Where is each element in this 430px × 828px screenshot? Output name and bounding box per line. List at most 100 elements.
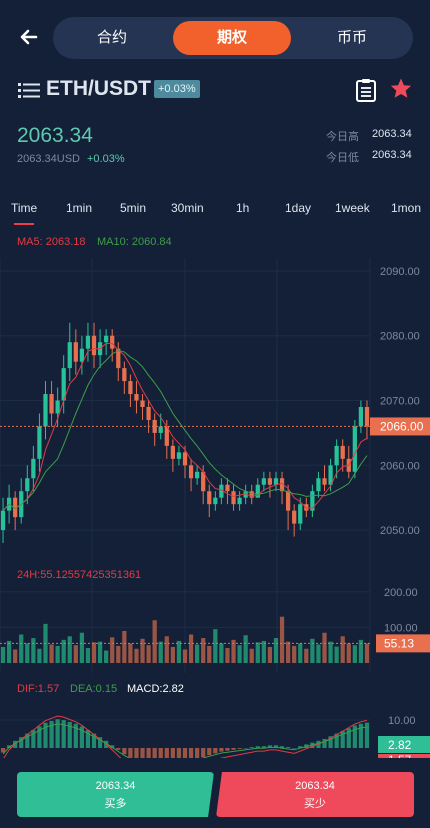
macd-bar — [152, 748, 157, 758]
candle-body — [104, 335, 109, 343]
list-menu-icon[interactable] — [18, 80, 40, 100]
candle-body — [67, 342, 72, 369]
current-price-label: 2066.00 — [380, 419, 424, 433]
ma10-line — [2, 350, 368, 512]
candle-body — [13, 497, 18, 518]
macd-bar — [140, 748, 145, 758]
candle-body — [316, 478, 321, 492]
candle-body — [188, 465, 194, 479]
candle-body — [0, 510, 6, 531]
macd-label: MACD:2.82 — [127, 683, 184, 695]
high-label: 今日高 — [326, 131, 359, 143]
document-icon[interactable] — [355, 78, 377, 102]
volume-bar — [231, 639, 236, 663]
price-tick-label: 2080.00 — [380, 331, 420, 343]
macd-bar — [279, 746, 285, 748]
candle-body — [146, 407, 151, 420]
macd-bar — [91, 733, 97, 748]
volume-bar — [298, 643, 303, 663]
candle-body — [55, 400, 60, 414]
price-chart[interactable]: 2090.00 2080.00 2070.00 2060.00 2050.00 2066.… — [0, 258, 430, 758]
macd-bar — [237, 748, 242, 749]
candle-body — [213, 497, 218, 505]
buy-long-button[interactable]: 2063.34 买多 — [17, 772, 214, 817]
volume-bar — [55, 645, 60, 663]
volume-bar — [195, 644, 200, 663]
volume-bar — [255, 642, 260, 663]
macd-bar — [346, 728, 351, 748]
volume-bar — [176, 640, 182, 663]
timeframe-30min[interactable]: 30min — [171, 201, 204, 215]
volume-bar — [116, 645, 121, 663]
macd-bar — [328, 736, 333, 748]
candle-body — [128, 381, 133, 395]
tab-options[interactable]: 期权 — [173, 21, 291, 55]
volume-bar — [97, 641, 103, 663]
ma5-label: MA5: 2063.18 — [17, 236, 86, 248]
candle-body — [201, 471, 206, 492]
candle-body — [364, 407, 370, 427]
ma10-label: MA10: 2060.84 — [97, 236, 172, 248]
volume-bar — [304, 648, 309, 663]
sell-label: 买少 — [304, 798, 326, 810]
macd-bar — [85, 730, 91, 748]
current-volume-tag — [376, 634, 430, 653]
macd-bar — [285, 747, 291, 748]
candle-body — [37, 426, 42, 459]
macd-bar — [267, 745, 273, 748]
candle-body — [219, 484, 224, 498]
macd-up-tag — [378, 736, 430, 753]
candle-body — [310, 491, 315, 511]
timeframe-1min[interactable]: 1min — [66, 201, 93, 215]
back-arrow-icon[interactable] — [14, 22, 44, 52]
volume-bar — [25, 643, 30, 663]
volume-bar — [358, 639, 364, 663]
volume-bar — [152, 620, 157, 663]
macd-bar — [97, 737, 103, 748]
macd-bar — [170, 748, 175, 758]
timeframe-1day[interactable]: 1day — [285, 201, 312, 215]
pair-name[interactable]: ETH/USDT — [46, 77, 151, 100]
volume-bar — [79, 632, 85, 663]
moving-average-lines — [2, 343, 368, 512]
tab-spot[interactable]: 币币 — [336, 29, 367, 46]
macd-bar — [67, 721, 72, 748]
timeframe-1h[interactable]: 1h — [236, 201, 250, 215]
favorite-star-icon[interactable] — [389, 77, 413, 101]
candle-body — [25, 478, 30, 492]
macd-bar — [231, 748, 236, 750]
volume-bar — [158, 641, 163, 663]
timeframe-time[interactable]: Time — [11, 201, 38, 215]
macd-bar — [261, 746, 266, 748]
volume-bar — [334, 646, 339, 663]
timeframe-5min[interactable]: 5min — [120, 201, 147, 215]
volume-bar — [140, 638, 145, 663]
candle-body — [61, 368, 66, 401]
volume-bar — [267, 646, 273, 663]
macd-bar — [0, 748, 6, 753]
macd-bar — [55, 719, 60, 748]
low-value: 2063.34 — [372, 149, 412, 161]
timeframe-1mon[interactable]: 1mon — [391, 201, 422, 215]
volume-axis: 200.00 100.00 55.13 — [0, 587, 430, 653]
macd-bar — [25, 733, 30, 748]
sell-short-button[interactable]: 2063.34 买少 — [216, 772, 414, 817]
top-header: 合约 期权 币币 — [0, 0, 430, 76]
macd-bar — [49, 721, 54, 748]
volume-bar — [364, 643, 370, 663]
tab-contract[interactable]: 合约 — [96, 29, 127, 46]
volume-bar — [207, 645, 212, 663]
volume-bar — [346, 643, 351, 663]
volume-bar — [292, 645, 297, 663]
candle-body — [322, 478, 327, 485]
candle-body — [182, 452, 188, 466]
macd-bar — [6, 745, 12, 748]
candle-body — [237, 497, 242, 505]
macd-bar — [201, 748, 206, 757]
timeframe-1week[interactable]: 1week — [335, 201, 370, 215]
low-label: 今日低 — [326, 152, 359, 164]
volume-bar — [340, 636, 345, 663]
price-tick-label: 2090.00 — [380, 266, 420, 278]
volume-bar — [249, 648, 254, 663]
candle-body — [279, 478, 285, 492]
